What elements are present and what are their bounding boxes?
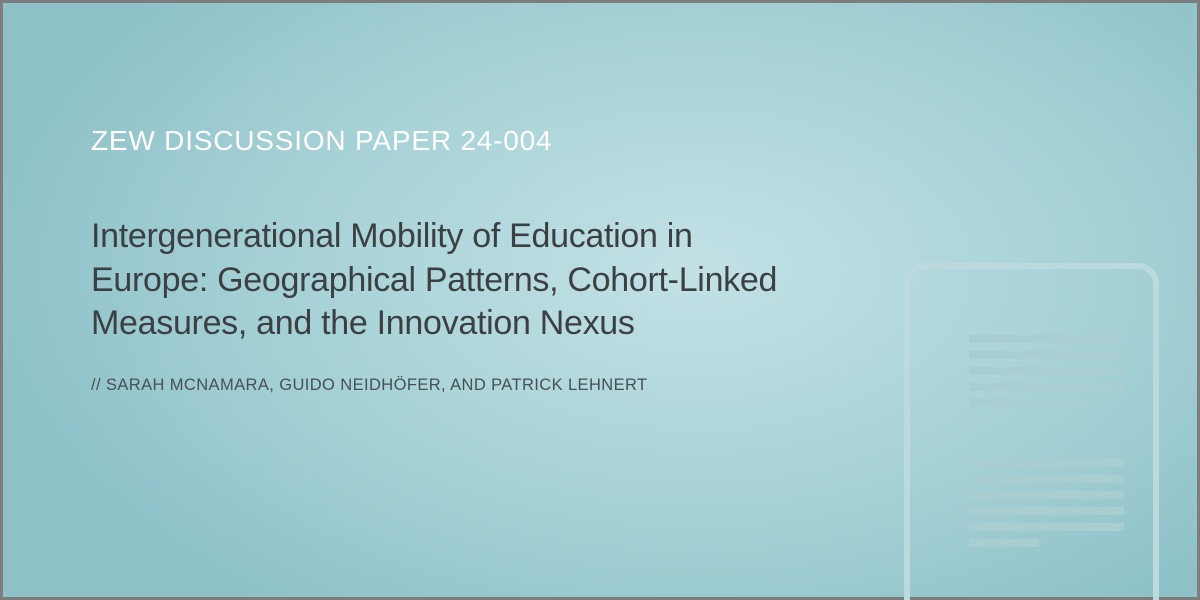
paper-authors: // SARAH MCNAMARA, GUIDO NEIDHÖFER, AND …	[91, 376, 811, 395]
document-icon	[904, 263, 1159, 600]
paper-header-block: ZEW DISCUSSION PAPER 24-004 Intergenerat…	[91, 125, 811, 395]
paper-title: Intergenerational Mobility of Education …	[91, 215, 811, 346]
series-label: ZEW DISCUSSION PAPER 24-004	[91, 125, 811, 157]
